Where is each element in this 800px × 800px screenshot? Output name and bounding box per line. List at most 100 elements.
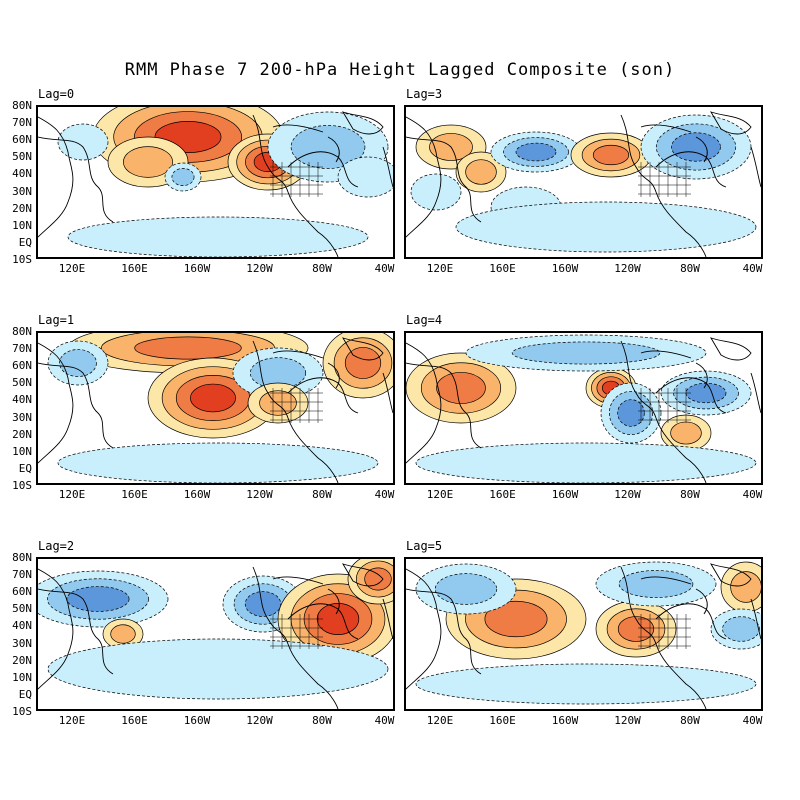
positive-anomaly-contour (484, 600, 548, 638)
coastline (640, 124, 692, 133)
positive-anomaly-contour (364, 567, 392, 591)
latitude-tick-label: 50N (12, 150, 32, 164)
panel-label-lag4: Lag=4 (406, 313, 443, 327)
coastline (382, 372, 393, 414)
longitude-tick-label: 120E (426, 488, 454, 501)
map-panel-lag2 (36, 557, 395, 711)
map-panel-lag3 (404, 105, 763, 259)
latitude-tick-label: 50N (12, 376, 32, 390)
coastline (750, 598, 761, 640)
latitude-tick-label: EQ (18, 235, 32, 249)
longitude-tick-label: 160E (489, 714, 516, 727)
figure-title: RMM Phase 7 200-hPa Height Lagged Compos… (124, 60, 676, 80)
longitude-tick-label: 80W (680, 714, 700, 727)
longitude-tick-label: 160E (489, 262, 516, 275)
map-panel-lag1 (36, 331, 395, 485)
longitude-tick-label: 40W (374, 714, 395, 727)
positive-anomaly-contour (730, 571, 761, 603)
coastline (252, 566, 339, 709)
latitude-tick-label: 70N (12, 342, 32, 356)
coastline (382, 146, 393, 188)
panel-label-lag3: Lag=3 (406, 87, 443, 101)
latitude-tick-label: 70N (12, 568, 32, 582)
longitude-tick-label: 120W (246, 488, 273, 501)
coastline (695, 362, 708, 389)
longitude-tick-label: 80W (680, 488, 700, 501)
coastline (640, 350, 692, 359)
longitude-tick-label: 120E (58, 714, 86, 727)
height-anomaly-map (406, 111, 761, 257)
negative-anomaly-contour (671, 132, 721, 162)
latitude-tick-label: 10N (12, 444, 32, 458)
negative-anomaly-contour (410, 173, 462, 211)
longitude-tick-label: 160W (551, 488, 579, 501)
coastline (710, 563, 752, 587)
negative-anomaly-contour (171, 168, 195, 186)
coastline (655, 603, 727, 640)
panel-label-lag0: Lag=0 (38, 87, 75, 101)
coastline (38, 588, 114, 675)
positive-anomaly-contour (670, 421, 702, 445)
coastline (38, 342, 74, 464)
coastline (655, 151, 727, 188)
negative-anomaly-contour (57, 123, 109, 161)
negative-anomaly-contour (415, 663, 757, 705)
coastline (287, 603, 359, 640)
longitude-tick-label: 120W (614, 488, 641, 501)
latitude-tick-label: 40N (12, 167, 32, 181)
longitude-tick-label: 120E (426, 714, 454, 727)
coastline (272, 576, 324, 585)
latitude-tick-label: 10S (12, 705, 32, 718)
coastline (406, 588, 482, 675)
longitude-tick-label: 120E (426, 262, 454, 275)
positive-anomaly-contour (259, 390, 297, 416)
longitude-tick-label: 80W (680, 262, 700, 275)
panel-label-lag2: Lag=2 (38, 539, 75, 553)
latitude-tick-label: 80N (12, 551, 32, 564)
height-anomaly-map (38, 333, 393, 483)
negative-anomaly-contour (66, 586, 130, 612)
latitude-tick-label: 40N (12, 393, 32, 407)
coastline (327, 362, 340, 389)
coastline (406, 342, 442, 464)
coastline (406, 136, 482, 223)
coastline (695, 136, 708, 163)
coastline (750, 372, 761, 414)
negative-anomaly-contour (57, 442, 379, 483)
negative-anomaly-contour (511, 341, 661, 365)
longitude-tick-label: 40W (742, 488, 763, 501)
negative-anomaly-contour (434, 573, 498, 605)
coastline (406, 116, 442, 238)
negative-anomaly-contour (515, 142, 557, 162)
coastline (710, 111, 752, 135)
positive-anomaly-contour (316, 602, 360, 636)
negative-anomaly-contour (244, 591, 282, 617)
latitude-tick-label: 60N (12, 133, 32, 147)
longitude-tick-label: 160E (489, 488, 516, 501)
coastline (327, 588, 340, 615)
latitude-tick-label: 10N (12, 218, 32, 232)
positive-anomaly-contour (123, 146, 173, 178)
latitude-tick-label: 20N (12, 201, 32, 215)
coastline (38, 362, 114, 449)
coastline (38, 136, 114, 223)
positive-anomaly-contour (436, 372, 486, 404)
negative-anomaly-contour (67, 216, 369, 257)
longitude-tick-label: 160W (551, 262, 579, 275)
latitude-tick-label: 30N (12, 184, 32, 198)
map-panel-lag0 (36, 105, 395, 259)
latitude-tick-label: 80N (12, 99, 32, 112)
coastline (640, 576, 692, 585)
coastline (695, 588, 708, 615)
longitude-tick-label: 160W (551, 714, 579, 727)
negative-anomaly-contour (59, 349, 97, 377)
longitude-tick-label: 160E (121, 262, 148, 275)
negative-anomaly-contour (415, 442, 757, 483)
coastline (342, 563, 384, 587)
coastline (287, 377, 359, 414)
positive-anomaly-contour (190, 383, 236, 413)
coastline (620, 114, 707, 257)
longitude-tick-label: 160W (183, 714, 211, 727)
longitude-tick-label: 80W (312, 714, 332, 727)
